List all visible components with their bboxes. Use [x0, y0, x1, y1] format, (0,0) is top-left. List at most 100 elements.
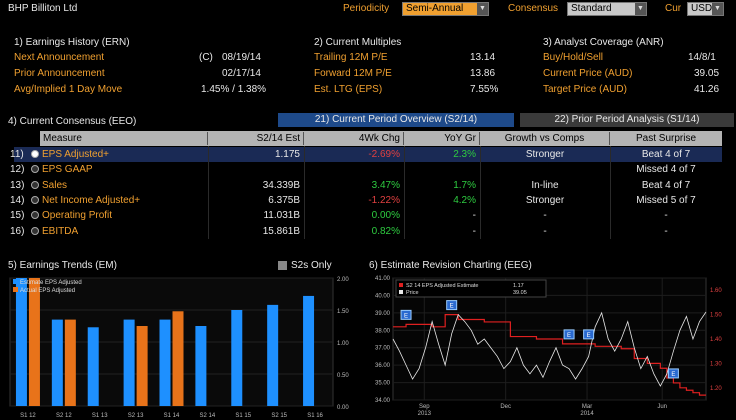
y-tick-label: 0.50	[337, 373, 349, 379]
cell-comps: Stronger	[525, 194, 565, 206]
periodicity-label: Periodicity	[343, 3, 390, 14]
legend-swatch-est	[399, 283, 403, 287]
cell-measure[interactable]: Operating Profit	[42, 210, 113, 222]
cell-measure[interactable]: Net Income Adjusted+	[42, 194, 141, 206]
target-price-label: Target Price (AUD)	[543, 84, 627, 95]
em-heading[interactable]: 5) Earnings Trends (EM)	[8, 260, 117, 271]
right-y-tick: 1.60	[710, 288, 722, 294]
legend-price-label: Price	[406, 290, 419, 296]
x-tick-label: S1 14	[164, 413, 180, 419]
legend-est-value: 1.17	[513, 283, 524, 289]
right-y-tick: 1.50	[710, 313, 722, 319]
eeg-heading[interactable]: 6) Estimate Revision Charting (EEG)	[369, 260, 532, 271]
prior-announcement-value: 02/17/14	[222, 68, 261, 79]
ltg-value: 7.55%	[470, 84, 499, 95]
anr-heading[interactable]: 3) Analyst Coverage (ANR)	[543, 37, 664, 48]
event-marker	[667, 368, 679, 379]
multiples-heading[interactable]: 2) Current Multiples	[314, 37, 402, 48]
cell-yoy: 4.2%	[453, 194, 476, 206]
left-y-tick: 35.00	[375, 381, 391, 387]
cell-num: 15)	[10, 210, 25, 222]
bar-estimate	[159, 319, 171, 406]
row-radio[interactable]	[31, 211, 39, 220]
ern-heading[interactable]: 1) Earnings History (ERN)	[14, 37, 130, 48]
eeo-heading[interactable]: 4) Current Consensus (EEO)	[8, 116, 137, 127]
estimate-revision-chart: 34.00 35.00 36.00 37.00 38.00 39.00 40.00 41.00…	[369, 274, 736, 420]
current-price-value: 39.05	[694, 68, 720, 79]
row-radio[interactable]	[31, 195, 39, 204]
bar-actual	[172, 311, 184, 406]
x-sub-label: 2014	[580, 411, 594, 417]
avg-move-value: 1.45% / 1.38%	[201, 84, 267, 95]
bar-estimate	[267, 304, 279, 406]
table-row[interactable]: 12) EPS GAAP Missed 4 of 7	[10, 162, 722, 177]
cell-measure[interactable]: EBITDA	[42, 225, 79, 237]
consensus-select[interactable]: Standard ▼	[567, 2, 647, 16]
currency-select[interactable]: USD ▼	[687, 2, 724, 16]
cell-chg: 3.47%	[371, 179, 400, 191]
table-divider	[610, 146, 611, 239]
col-past-surprise[interactable]: Past Surprise	[635, 133, 697, 144]
col-measure[interactable]: Measure	[40, 132, 208, 145]
x-tick-label: S2 13	[128, 413, 144, 419]
cell-measure[interactable]: EPS GAAP	[42, 164, 93, 176]
legend-est-label: Estimate EPS Adjusted	[20, 280, 82, 286]
bar-estimate	[231, 310, 243, 406]
tab-current-period[interactable]: 21) Current Period Overview (S2/14)	[278, 113, 514, 127]
table-row[interactable]: 14) Net Income Adjusted+ 6.375B -1.22% 4.2% S…	[10, 193, 722, 208]
cell-measure[interactable]: EPS Adjusted+	[42, 149, 109, 160]
consensus-label: Consensus	[508, 3, 559, 14]
earnings-trends-chart: 0.00 0.50 1.00 1.50 2.00 S1 12 S2 12 S1 13 S2 13…	[8, 274, 363, 420]
event-marker-label: E	[404, 313, 408, 319]
cell-est: 6.375B	[268, 194, 300, 206]
x-tick-label: Mar	[582, 404, 592, 410]
security-title: BHP Billiton Ltd	[8, 3, 78, 14]
x-tick-label: S2 12	[56, 413, 72, 419]
col-yoy[interactable]: YoY Gr	[404, 132, 480, 145]
left-y-tick: 39.00	[375, 311, 391, 317]
cell-est: 11.031B	[263, 210, 300, 222]
row-radio[interactable]	[31, 165, 39, 174]
col-est[interactable]: S2/14 Est	[208, 132, 304, 145]
table-row[interactable]: 13) Sales 34.339B 3.47% 1.7% In-line Beat 4 of…	[10, 178, 722, 193]
cell-num: 11)	[10, 149, 24, 160]
legend-act-label: Actual EPS Adjusted	[20, 288, 75, 294]
row-radio[interactable]	[31, 150, 39, 158]
left-y-tick: 37.00	[375, 346, 391, 352]
x-tick-label: Dec	[500, 404, 511, 410]
left-y-tick: 34.00	[375, 398, 391, 404]
bar-estimate	[195, 326, 207, 406]
x-tick-label: S1 12	[20, 413, 36, 419]
col-4wk-chg[interactable]: 4Wk Chg	[304, 132, 404, 145]
legend-est-label: S2 14 EPS Adjusted Estimate	[406, 283, 478, 289]
tab-prior-period[interactable]: 22) Prior Period Analysis (S1/14)	[520, 113, 734, 127]
cell-num: 13)	[10, 179, 25, 191]
cell-measure[interactable]: Sales	[42, 179, 68, 191]
y-tick-label: 0.00	[337, 405, 349, 411]
next-announcement-label: Next Announcement	[14, 52, 105, 63]
chevron-down-icon: ▼	[635, 3, 646, 15]
cell-num: 14)	[10, 194, 25, 206]
forward-pe-label: Forward 12M P/E	[314, 68, 392, 79]
periodicity-select[interactable]: Semi-Annual ▼	[402, 2, 489, 16]
col-growth-comps[interactable]: Growth vs Comps	[480, 132, 610, 145]
cell-surprise: Missed 5 of 7	[636, 194, 696, 206]
series-estimate-line	[393, 314, 706, 396]
s2s-label: S2s Only	[291, 260, 332, 271]
table-row[interactable]: 15) Operating Profit 11.031B 0.00% - - -	[10, 208, 722, 223]
table-row[interactable]: 11) EPS Adjusted+ 1.175 -2.69% 2.3% Stronger B…	[10, 147, 722, 162]
row-radio[interactable]	[31, 180, 39, 189]
trailing-pe-value: 13.14	[470, 52, 496, 63]
row-radio[interactable]	[31, 226, 39, 235]
legend-price-value: 39.05	[513, 290, 527, 296]
s2s-checkbox[interactable]	[278, 261, 287, 270]
bar-actual	[136, 326, 148, 406]
current-price-label: Current Price (AUD)	[543, 68, 633, 79]
y-tick-label: 1.00	[337, 341, 349, 347]
cur-label: Cur	[665, 3, 682, 14]
trailing-pe-label: Trailing 12M P/E	[314, 52, 388, 63]
event-marker	[563, 329, 575, 340]
bar-estimate	[51, 319, 63, 406]
cell-est: 34.339B	[262, 179, 300, 191]
table-row[interactable]: 16) EBITDA 15.861B 0.82% - - -	[10, 224, 722, 239]
